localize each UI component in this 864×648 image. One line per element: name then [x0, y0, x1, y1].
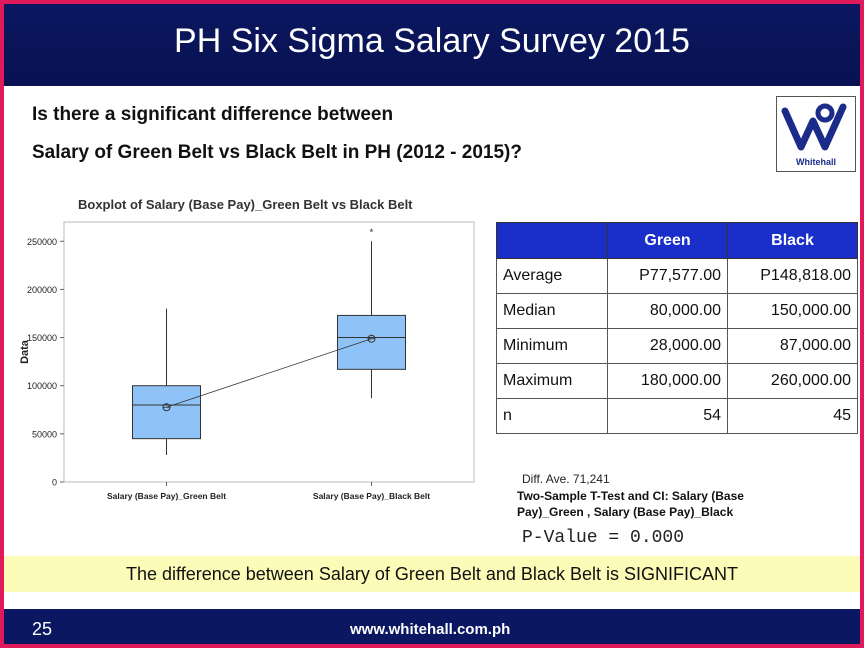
- stats-header-cell: [496, 222, 608, 259]
- row-label: n: [496, 398, 608, 434]
- outlier-marker: *: [370, 228, 374, 239]
- table-row: Maximum 180,000.00 260,000.00: [496, 363, 858, 399]
- y-tick-label: 250000: [27, 237, 57, 247]
- header-bar: PH Six Sigma Salary Survey 2015: [4, 4, 860, 86]
- stats-header-row: Green Black: [496, 222, 858, 259]
- table-row: Average P77,577.00 P148,818.00: [496, 258, 858, 294]
- question-line-2: Salary of Green Belt vs Black Belt in PH…: [32, 142, 522, 163]
- table-row: n 54 45: [496, 398, 858, 434]
- black-value: 260,000.00: [727, 363, 858, 399]
- stats-table: Green Black Average P77,577.00 P148,818.…: [496, 222, 858, 434]
- footer-url: www.whitehall.com.ph: [350, 621, 511, 638]
- row-label: Average: [496, 258, 608, 294]
- black-value: 87,000.00: [727, 328, 858, 364]
- mean-connect-line: [166, 338, 372, 408]
- y-axis: 0 50000 100000 150000 200000 250000: [27, 237, 64, 488]
- green-value: 28,000.00: [607, 328, 728, 364]
- box: [132, 385, 201, 440]
- green-value: 180,000.00: [607, 363, 728, 399]
- x-tick-label: Salary (Base Pay)_Black Belt: [313, 491, 430, 501]
- whitehall-logo: Whitehall: [776, 96, 856, 172]
- conclusion-text: The difference between Salary of Green B…: [126, 564, 738, 584]
- ttest-title: Two-Sample T-Test and CI: Salary (Base P…: [517, 489, 744, 519]
- green-value: 54: [607, 398, 728, 434]
- page-number: 25: [32, 619, 53, 639]
- y-tick-label: 100000: [27, 381, 57, 391]
- y-tick-label: 0: [52, 478, 57, 488]
- chart-title: Boxplot of Salary (Base Pay)_Green Belt …: [78, 197, 413, 212]
- y-tick-label: 50000: [32, 429, 57, 439]
- black-value: P148,818.00: [727, 258, 858, 294]
- slide-title: PH Six Sigma Salary Survey 2015: [174, 22, 690, 60]
- table-row: Median 80,000.00 150,000.00: [496, 293, 858, 329]
- black-value: 150,000.00: [727, 293, 858, 329]
- conclusion-bar: The difference between Salary of Green B…: [4, 556, 860, 592]
- boxplot-chart: Boxplot of Salary (Base Pay)_Green Belt …: [19, 197, 475, 501]
- x-axis: Salary (Base Pay)_Green Belt Salary (Base…: [107, 482, 430, 501]
- table-row: Minimum 28,000.00 87,000.00: [496, 328, 858, 364]
- footer-bar: 25 www.whitehall.com.ph: [4, 609, 860, 644]
- whitehall-logo-mark-icon: [781, 103, 847, 151]
- green-value: 80,000.00: [607, 293, 728, 329]
- y-tick-label: 200000: [27, 285, 57, 295]
- green-value: P77,577.00: [607, 258, 728, 294]
- row-label: Maximum: [496, 363, 608, 399]
- logo-text: Whitehall: [796, 157, 836, 167]
- black-value: 45: [727, 398, 858, 434]
- y-axis-label: Data: [19, 339, 31, 364]
- x-tick-label: Salary (Base Pay)_Green Belt: [107, 491, 226, 501]
- stats-header-black: Black: [727, 222, 858, 259]
- boxes: *: [132, 228, 406, 456]
- row-label: Minimum: [496, 328, 608, 364]
- p-value: P-Value = 0.000: [522, 528, 685, 548]
- row-label: Median: [496, 293, 608, 329]
- diff-average: Diff. Ave. 71,241: [522, 472, 610, 486]
- plot-area: [63, 221, 475, 483]
- y-tick-label: 150000: [27, 333, 57, 343]
- question-line-1: Is there a significant difference betwee…: [32, 104, 394, 125]
- stats-header-green: Green: [607, 222, 728, 259]
